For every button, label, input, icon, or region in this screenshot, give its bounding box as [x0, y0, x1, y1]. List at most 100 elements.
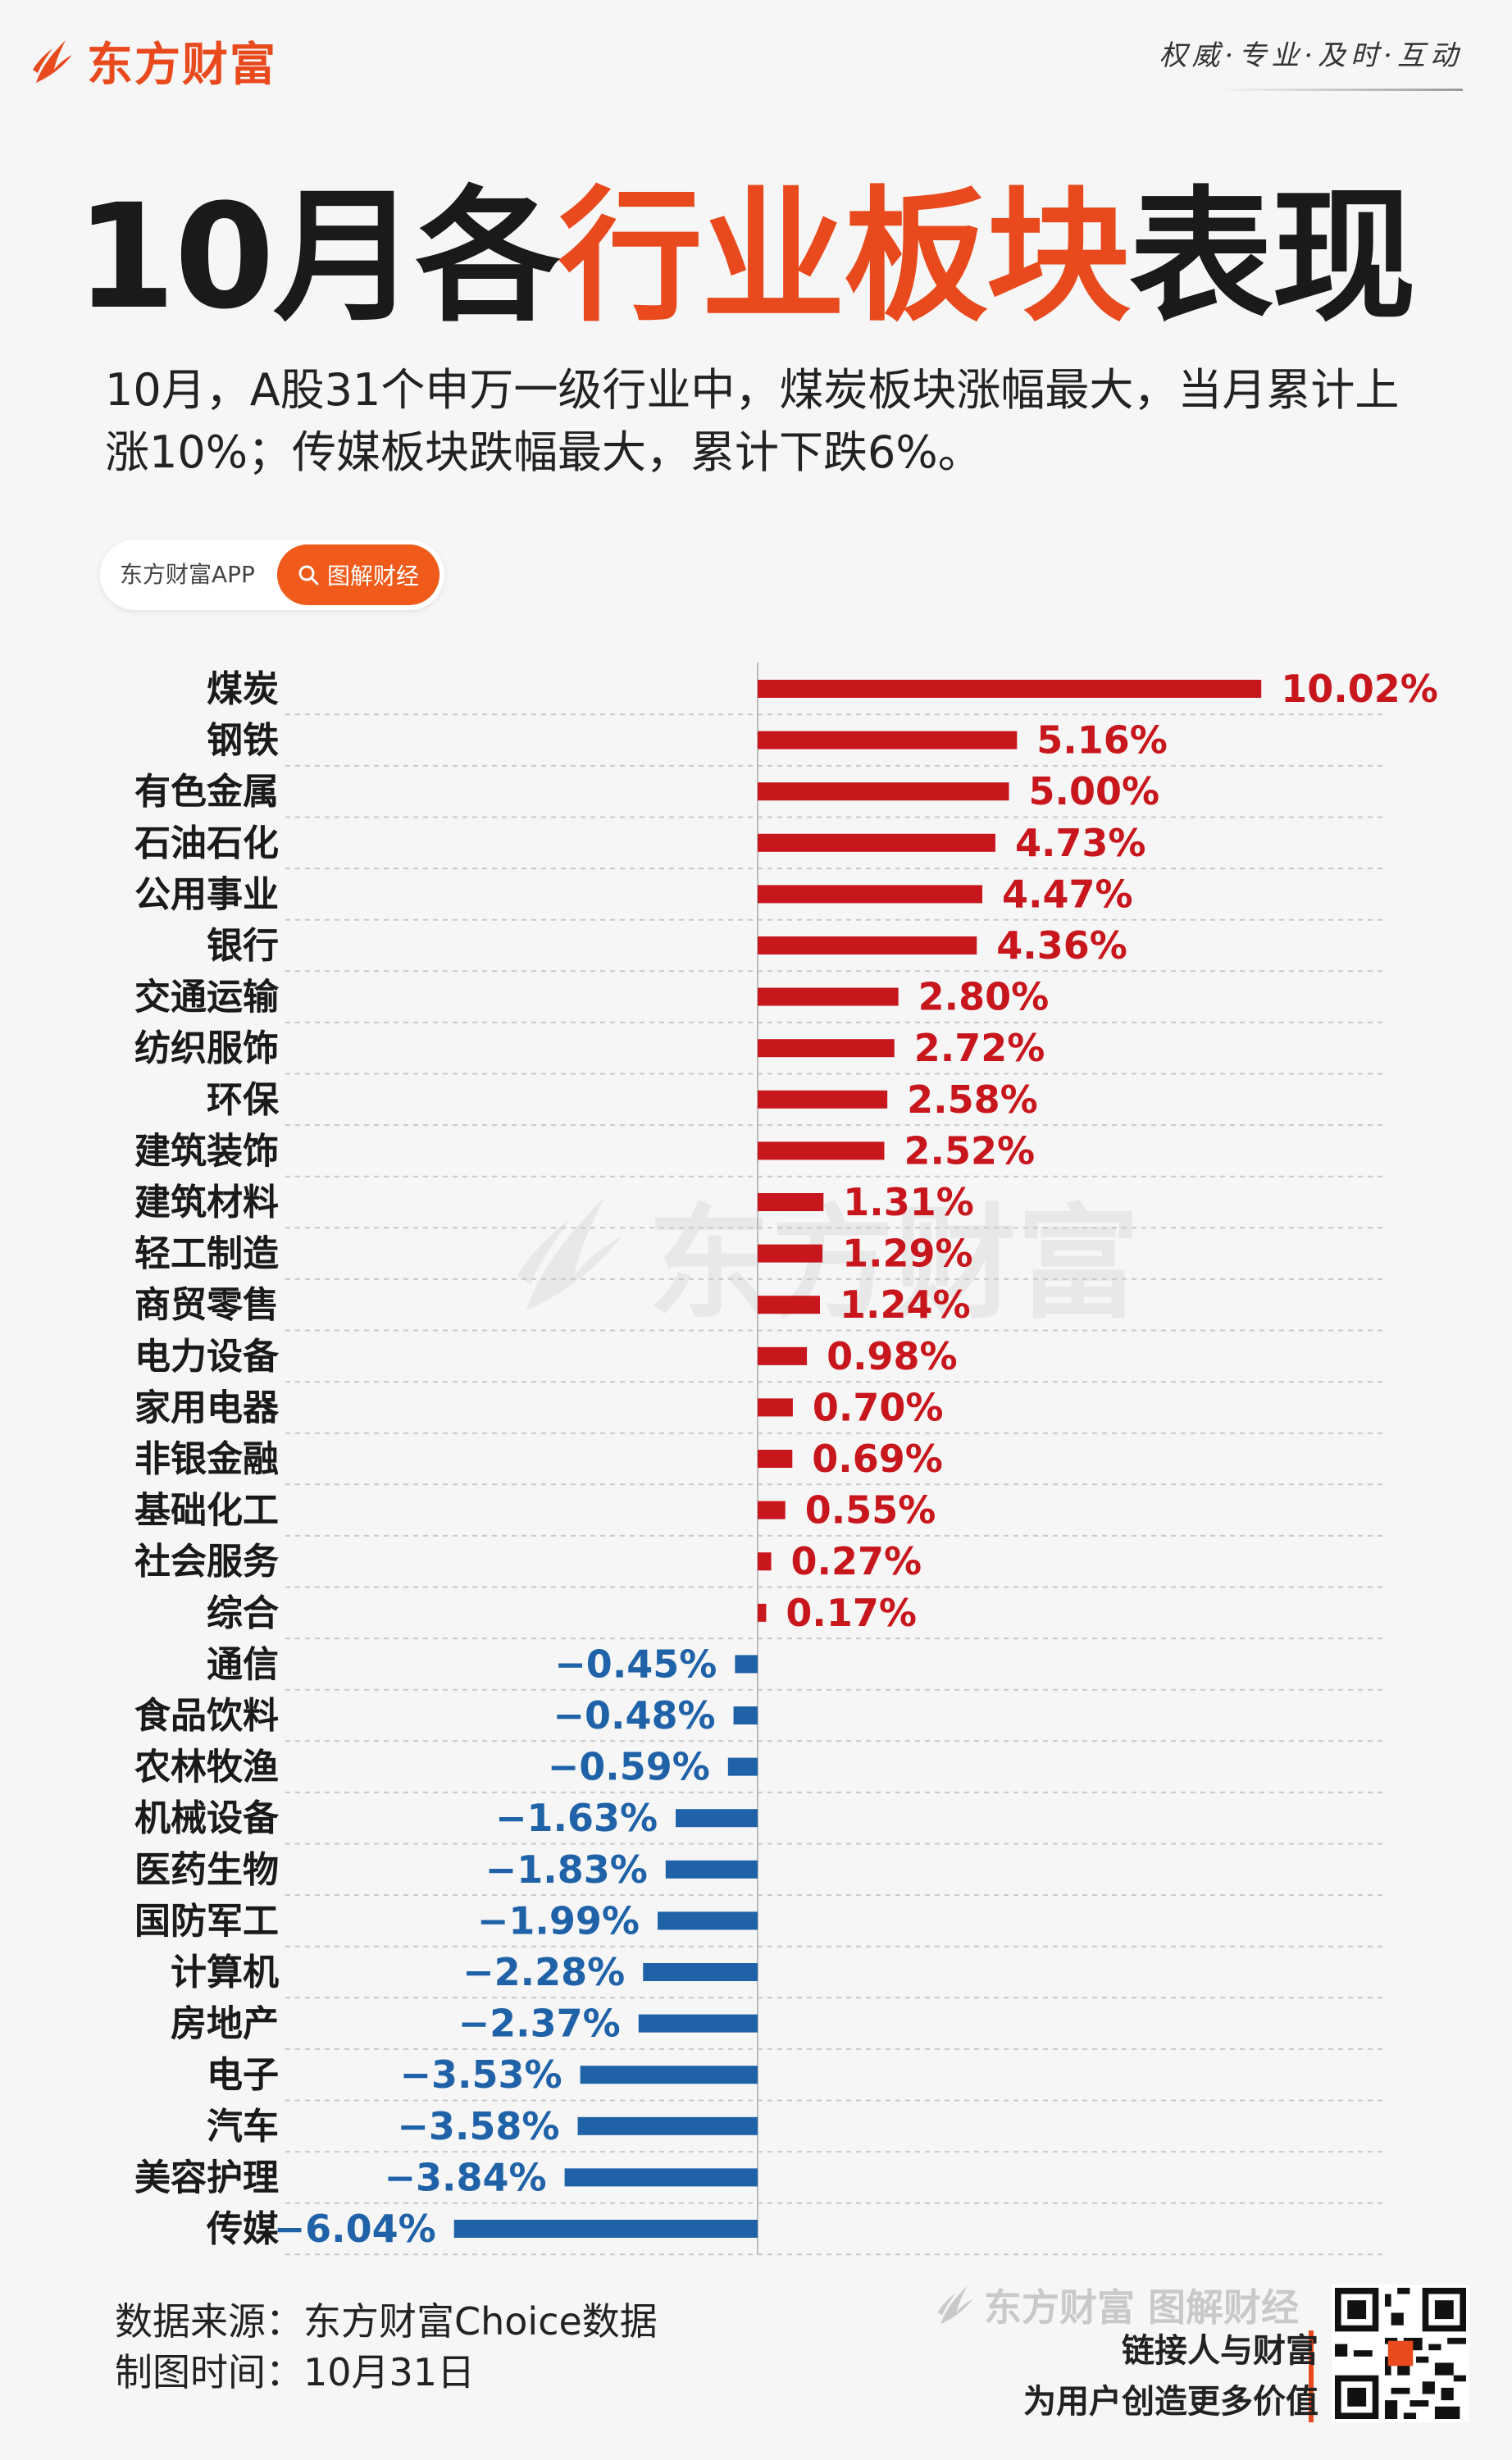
bar [564, 2168, 758, 2187]
bar [658, 1911, 758, 1930]
category-label: 农林牧渔 [134, 1747, 279, 1788]
category-label: 机械设备 [134, 1797, 280, 1839]
title-part3: 表现 [1128, 173, 1416, 341]
bar [733, 1706, 758, 1724]
bar [758, 680, 1262, 698]
category-label: 商贸零售 [134, 1284, 279, 1326]
bar-chart: 煤炭 10.02% 钢铁 5.16% 有色金属 5.00% 石油石化 4.73% 公用事业 4.4… [134, 663, 1438, 2256]
bar [758, 1193, 824, 1211]
bar [758, 731, 1018, 749]
tagline-divider [1309, 2330, 1314, 2422]
bar [758, 885, 983, 904]
chart-date: 制图时间：10月31日 [115, 2350, 476, 2394]
category-label: 汽车 [207, 2106, 279, 2148]
title-part2: 行业板块 [558, 173, 1131, 341]
value-label: 10.02% [1281, 667, 1438, 711]
value-label: −3.58% [397, 2104, 559, 2148]
slogan: 权威·专业·及时·互动 [1159, 39, 1463, 72]
bar [727, 1757, 758, 1776]
value-label: 0.55% [805, 1488, 936, 1533]
value-label: 5.00% [1029, 769, 1160, 813]
search-tag-button[interactable]: 图解财经 [277, 544, 439, 605]
bar [758, 1244, 823, 1263]
bar [758, 936, 977, 954]
category-label: 综合 [207, 1592, 279, 1634]
bar [758, 1346, 808, 1365]
value-label: −0.48% [553, 1693, 715, 1738]
bar [758, 1450, 793, 1468]
tagline-line2: 为用户创造更多价值 [1023, 2383, 1318, 2421]
value-label: −6.04% [274, 2207, 436, 2251]
value-label: 0.17% [786, 1591, 917, 1635]
value-label: 1.29% [842, 1232, 973, 1276]
bar [735, 1655, 758, 1674]
category-label: 传媒 [206, 2208, 280, 2250]
value-label: 2.72% [914, 1026, 1045, 1070]
bar [758, 1090, 888, 1109]
bar [577, 2116, 758, 2135]
category-label: 家用电器 [134, 1387, 280, 1428]
bar [580, 2066, 758, 2084]
category-label: 食品饮料 [134, 1695, 279, 1737]
category-label: 交通运输 [134, 977, 280, 1018]
value-label: 2.80% [918, 975, 1050, 1019]
value-label: −1.99% [477, 1898, 640, 1943]
bar [638, 2014, 758, 2033]
category-label: 国防军工 [134, 1900, 279, 1942]
category-label: 公用事业 [134, 873, 279, 915]
footer-source-block: 数据来源：东方财富Choice数据 制图时间：10月31日 [115, 2296, 658, 2398]
bar [758, 1552, 772, 1571]
category-label: 有色金属 [134, 771, 279, 813]
header: 东方财富 权威·专业·及时·互动 [0, 0, 1512, 107]
page-title: 10月各行业板块表现 [75, 139, 1416, 348]
category-label: 电力设备 [134, 1336, 280, 1378]
slogan-underline [1217, 89, 1463, 91]
value-label: −3.53% [399, 2052, 562, 2097]
category-label: 环保 [207, 1079, 280, 1121]
value-label: 0.69% [812, 1437, 943, 1481]
tagline-line1: 链接人与财富 [1122, 2332, 1318, 2370]
category-label: 煤炭 [207, 668, 279, 710]
value-label: −0.45% [554, 1642, 717, 1686]
bar [758, 833, 995, 852]
bar [453, 2220, 758, 2238]
category-label: 银行 [207, 925, 279, 967]
bar [758, 987, 899, 1006]
value-label: 0.70% [813, 1385, 944, 1429]
category-label: 房地产 [171, 2003, 279, 2045]
category-label: 纺织服饰 [134, 1027, 279, 1069]
brand-logo: 东方财富 [30, 28, 277, 94]
bar [758, 1398, 793, 1417]
bar [665, 1860, 758, 1879]
bar [758, 1039, 895, 1058]
bar [643, 1963, 758, 1981]
value-label: 4.73% [1015, 821, 1146, 865]
flame-logo-icon [33, 39, 72, 83]
search-icon [298, 565, 319, 585]
source-tag: 东方财富APP 图解财经 [100, 540, 444, 610]
category-label: 建筑材料 [134, 1182, 279, 1223]
value-label: −2.37% [458, 2002, 621, 2046]
tagline: 链接人与财富 为用户创造更多价值 [1023, 2326, 1318, 2427]
value-label: −0.59% [548, 1745, 710, 1789]
category-label: 建筑装饰 [134, 1130, 279, 1172]
category-label: 社会服务 [134, 1541, 279, 1583]
qr-code[interactable] [1332, 2285, 1469, 2422]
bar [758, 1501, 786, 1519]
bar [676, 1809, 758, 1828]
search-tag-label: 图解财经 [326, 563, 419, 590]
value-label: 5.16% [1036, 718, 1168, 763]
category-label: 计算机 [171, 1952, 279, 1993]
value-label: 1.31% [843, 1180, 974, 1224]
category-label: 电子 [207, 2054, 279, 2096]
value-label: 4.36% [996, 923, 1127, 968]
summary-text: 10月，A股31个申万一级行业中，煤炭板块涨幅最大，当月累计上涨10%；传媒板块… [105, 364, 1400, 478]
logo-text: 东方财富 [87, 39, 277, 92]
value-label: 2.52% [904, 1128, 1035, 1173]
category-label: 美容护理 [134, 2157, 279, 2198]
footer-brand: 东方财富 图解财经 [935, 2278, 1299, 2332]
bar [758, 1296, 821, 1314]
value-label: −2.28% [462, 1950, 625, 1994]
category-label: 医药生物 [134, 1849, 279, 1891]
value-label: 0.27% [791, 1539, 922, 1583]
